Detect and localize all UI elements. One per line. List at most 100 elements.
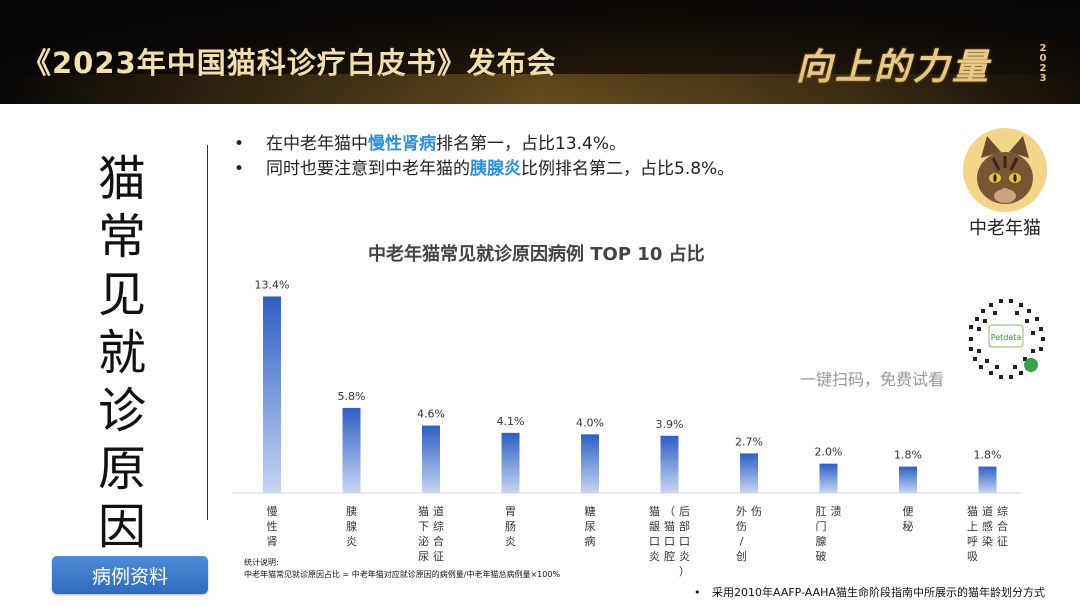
cat-avatar <box>963 128 1047 212</box>
category-label-char: 猫 <box>418 505 429 518</box>
bar-value-label: 4.6% <box>417 408 445 421</box>
brand-year-digit: 3 <box>1039 73 1047 84</box>
category-label-char: ） <box>679 565 690 578</box>
category-label-char: 慢 <box>267 505 278 518</box>
bar <box>342 407 361 493</box>
category-label-char: 泌 <box>418 535 429 548</box>
category-label-char: 肛 <box>816 505 827 518</box>
bullet-text-pre: 同时也要注意到中老年猫的 <box>266 159 470 179</box>
category-label-char: 尿 <box>585 520 596 533</box>
category-label-char: 外 <box>736 505 747 518</box>
category-label-char: 猫 <box>967 505 978 518</box>
category-label-char: 炎 <box>649 550 660 563</box>
qr-code-icon: Petdata <box>965 297 1047 379</box>
bullet-item: • 在中老年猫中慢性肾病排名第一，占比13.4%。 <box>234 132 734 157</box>
category-label-char: 秘 <box>903 519 914 533</box>
bar-value-label: 4.1% <box>497 415 525 428</box>
side-title-char: 因 <box>97 499 146 555</box>
side-title-char: 就 <box>97 325 146 381</box>
bar <box>422 425 440 493</box>
category-label-char: 尿 <box>418 550 429 563</box>
category-label-char: 性 <box>267 519 278 533</box>
category-label-char: 门 <box>816 519 827 533</box>
category-label-char: 部 <box>679 519 690 533</box>
source-note: • 采用2010年AAFP-AAHA猫生命阶段指南中所展示的猫年龄划分方式 <box>694 584 1045 600</box>
bullet-text-post: 比例排名第二，占比5.8%。 <box>521 159 735 179</box>
category-label-char: 病 <box>585 534 596 548</box>
side-title-char: 诊 <box>97 383 146 439</box>
stat-note-title: 统计说明: <box>244 558 279 567</box>
side-title-char: 原 <box>97 441 146 497</box>
category-label-char: 感 <box>982 520 993 533</box>
bar <box>581 434 599 493</box>
cat-face-icon <box>977 136 1033 204</box>
bullet-item: • 同时也要注意到中老年猫的胰腺炎比例排名第二，占比5.8%。 <box>234 157 734 182</box>
bar <box>740 453 758 493</box>
bar-value-label: 4.0% <box>576 416 604 429</box>
category-label-char: 糖 <box>585 504 596 518</box>
category-label-char: 伤 <box>751 505 762 518</box>
category-label-char: 肾 <box>267 535 278 548</box>
bar <box>660 435 679 493</box>
category-label-char: 合 <box>433 534 444 548</box>
category-label-char: 口 <box>664 535 675 548</box>
bullet-text-pre: 在中老年猫中 <box>266 134 368 154</box>
bar <box>263 296 281 493</box>
category-label-char: / <box>740 535 744 548</box>
category-label-char: 征 <box>997 535 1008 548</box>
category-label-char: 后 <box>679 505 690 518</box>
cat-label: 中老年猫 <box>969 218 1041 239</box>
category-label-char: 吸 <box>967 550 978 563</box>
side-title: 猫常见就诊原因 <box>92 150 152 556</box>
category-label-char: 肠 <box>505 520 516 533</box>
bullet-text-post: 排名第一，占比13.4%。 <box>436 134 627 154</box>
bar-value-label: 2.7% <box>735 435 763 448</box>
bar-value-label: 1.8% <box>894 449 922 462</box>
source-bullet: • <box>694 586 701 599</box>
category-label-char: 腺 <box>346 519 357 533</box>
category-label-char: 腺 <box>816 534 827 548</box>
category-label-char: 征 <box>433 550 444 563</box>
bar <box>819 463 838 493</box>
bar <box>501 432 520 493</box>
category-label-char: 破 <box>816 549 827 563</box>
category-label-char: 腔 <box>664 549 675 563</box>
bullet-dot: • <box>234 159 245 179</box>
bar-value-label: 2.0% <box>815 446 843 459</box>
bullet-highlight: 慢性肾病 <box>368 134 436 154</box>
category-label-char: 龈 <box>649 519 660 533</box>
chart-title: 中老年猫常见就诊原因病例 TOP 10 占比 <box>368 244 705 265</box>
category-label-char: 道 <box>433 504 444 518</box>
bar-chart: 13.4%慢性肾5.8%胰腺炎4.6%猫下泌尿道综合征4.1%胃肠炎4.0%糖尿… <box>232 278 1022 578</box>
bar-value-label: 3.9% <box>656 418 684 431</box>
bar-value-label: 5.8% <box>338 390 366 403</box>
category-label-char: 上 <box>967 520 978 533</box>
brand-year-digit: 2 <box>1039 63 1047 74</box>
side-divider <box>207 145 208 520</box>
category-label-char: 伤 <box>736 520 747 533</box>
case-data-button[interactable]: 病例资料 <box>52 556 208 594</box>
category-label-char: 综 <box>997 504 1008 518</box>
bullet-highlight: 胰腺炎 <box>470 159 521 179</box>
category-label-char: 便 <box>903 505 914 518</box>
category-label-char: 炎 <box>346 535 357 548</box>
event-title: 《2023年中国猫科诊疗白皮书》发布会 <box>22 46 557 80</box>
stat-note: 统计说明: 中老年猫常见就诊原因占比 = 中老年猫对应就诊原因的病例量/中老年猫… <box>244 557 560 581</box>
category-label-char: 口 <box>679 535 690 548</box>
bar-value-label: 13.4% <box>255 278 290 291</box>
bar <box>978 466 997 493</box>
category-label-char: 染 <box>982 534 993 548</box>
qr-brand: Petdata <box>991 333 1022 342</box>
side-title-char: 见 <box>97 267 146 323</box>
category-label-char: 猫 <box>649 505 660 518</box>
qr-code[interactable]: Petdata <box>963 295 1049 381</box>
category-label-char: 胰 <box>346 504 357 518</box>
stat-note-formula: 中老年猫常见就诊原因占比 = 中老年猫对应就诊原因的病例量/中老年猫总病例量×1… <box>244 570 561 579</box>
category-label-char: 口 <box>649 535 660 548</box>
qr-caption: 一键扫码，免费试看 <box>800 370 945 389</box>
source-text: 采用2010年AAFP-AAHA猫生命阶段指南中所展示的猫年龄划分方式 <box>712 586 1045 599</box>
category-label-char: 呼 <box>967 535 978 548</box>
side-title-char: 常 <box>97 209 146 265</box>
